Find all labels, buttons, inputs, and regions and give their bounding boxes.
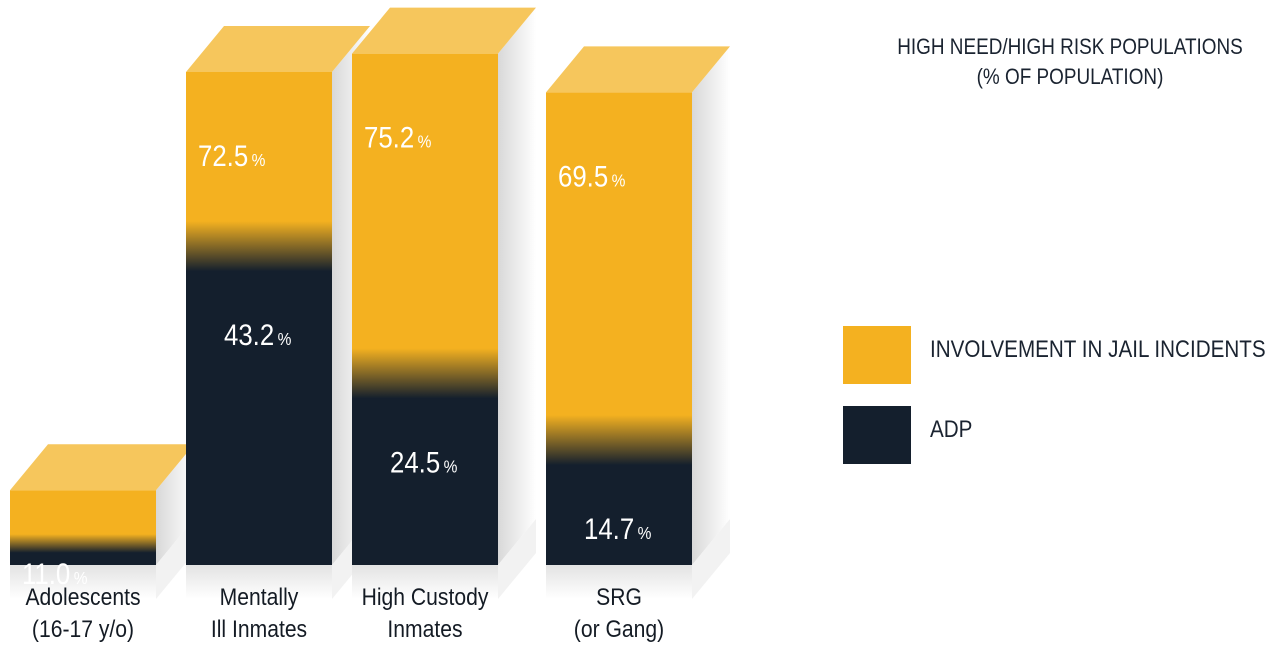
bar-base-strip [186,565,332,599]
unit-label: % [74,568,88,588]
unit-label: % [252,150,266,170]
bar-base-strip-side [156,519,194,599]
bar-side-face [498,7,536,565]
category-label-line2: Ill Inmates [210,616,308,643]
category-label-mentally-ill: Mentally Ill Inmates [195,582,323,646]
category-label-line2: (16-17 y/o) [31,616,135,643]
bar-group-1: 72.5 %43.2% [186,26,370,599]
bar-incidents-0 [10,490,156,565]
bar-base-strip-side [498,519,536,599]
bar-top-face [352,7,536,54]
category-label-line1: High Custody [361,584,489,611]
bar-base-strip-side [692,519,730,599]
bar-base-strip [352,565,498,599]
category-label-line2: (or Gang) [573,616,665,643]
unit-label: % [87,611,101,631]
unit-label: % [418,132,432,152]
unit-label: % [278,329,292,349]
chart-title: HIGH NEED/HIGH RISK POPULATIONS (% OF PO… [889,32,1250,92]
chart-title-line2: (% OF POPULATION) [976,64,1164,89]
bar-base-strip [10,565,156,599]
bar-incidents-2 [352,53,498,565]
bar-incidents-3 [546,92,692,566]
legend-swatch-incidents [843,326,911,384]
bar-side-face [156,444,194,565]
bar-group-3: 69.5 %14.7% [546,46,730,599]
category-label-line1: Mentally [219,584,299,611]
unit-label: % [638,523,652,543]
bar-top-face [546,46,730,93]
bar-top-face [186,26,370,72]
category-label-srg: SRG (or Gang) [555,582,683,646]
chart-title-line1: HIGH NEED/HIGH RISK POPULATIONS [897,34,1243,59]
bar-group-0: 11.0 %1.8% [10,444,194,633]
value-label-incidents-3: 69.5% [558,160,625,193]
category-label-high-custody: High Custody Inmates [361,582,489,646]
unit-label: % [612,170,626,190]
bar-top-face [10,444,194,491]
category-label-line1: Adolescents [25,584,141,611]
bar-side-face [692,46,730,565]
category-label-line2: Inmates [387,616,463,643]
bar-incidents-1 [186,72,332,565]
unit-label: % [444,456,458,476]
category-label-adolescents: Adolescents (16-17 y/o) [19,582,147,646]
bar-base-strip [546,565,692,599]
legend-label-incidents: INVOLVEMENT IN JAIL INCIDENTS [930,336,1266,363]
legend-label-adp: ADP [930,416,973,443]
bar-group-2: 75.2 %24.5% [352,7,536,599]
legend-swatch-adp [843,406,911,464]
category-label-line1: SRG [596,584,642,611]
